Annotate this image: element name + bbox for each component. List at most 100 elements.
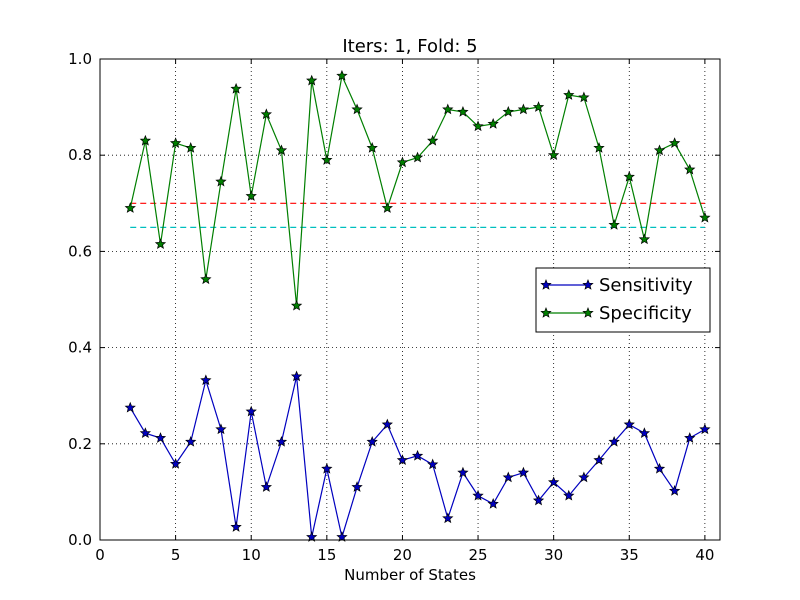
sensitivity-point <box>200 374 212 386</box>
sensitivity-point <box>321 462 333 474</box>
sensitivity-point <box>502 471 514 483</box>
specificity-point <box>699 211 711 223</box>
specificity-point <box>245 190 257 201</box>
specificity-point <box>139 134 152 146</box>
sensitivity-point <box>668 485 681 496</box>
specificity-point <box>230 82 242 94</box>
series-layer <box>124 69 711 542</box>
specificity-point <box>124 202 136 213</box>
specificity-point <box>623 170 635 182</box>
sensitivity-point <box>124 401 136 413</box>
x-axis-label: Number of States <box>344 566 476 584</box>
specificity-point <box>532 101 545 112</box>
x-tick-label: 10 <box>242 546 261 564</box>
sensitivity-point <box>653 462 666 474</box>
x-tick-label: 0 <box>95 546 105 564</box>
x-tick-label: 30 <box>544 546 563 564</box>
x-tick-label: 20 <box>393 546 412 564</box>
sensitivity-point <box>154 432 167 443</box>
specificity-point <box>442 103 454 115</box>
legend-box <box>535 267 711 333</box>
sensitivity-point <box>290 370 303 382</box>
sensitivity-point <box>487 497 499 509</box>
x-tick-label: 35 <box>620 546 639 564</box>
specificity-point <box>563 89 575 100</box>
specificity-point <box>321 154 333 165</box>
specificity-point <box>290 299 303 311</box>
specificity-point <box>366 142 378 153</box>
axis-ticks: 0 5 10 15 20 25 30 35 40 0.0 0.2 0.4 0.6 0.8 1.0 <box>68 50 720 564</box>
sensitivity-point <box>411 449 424 461</box>
sensitivity-point <box>608 435 620 447</box>
specificity-point <box>608 218 620 230</box>
sensitivity-point <box>169 458 182 469</box>
specificity-point <box>638 233 651 245</box>
legend-marker-sensitivity <box>582 279 594 290</box>
sensitivity-point <box>517 466 530 478</box>
y-tick-label: 0.6 <box>68 242 92 260</box>
specificity-point <box>381 202 393 213</box>
x-tick-label: 15 <box>317 546 336 564</box>
series-sensitivity <box>124 370 711 542</box>
specificity-point <box>548 149 560 161</box>
specificity-point <box>169 137 182 148</box>
y-tick-label: 0.2 <box>68 435 92 453</box>
legend-marker-specificity <box>540 307 552 318</box>
specificity-point <box>306 74 318 86</box>
specificity-point <box>396 156 409 168</box>
sensitivity-point <box>185 435 197 447</box>
x-tick-label: 25 <box>469 546 488 564</box>
specificity-point <box>684 163 696 175</box>
y-tick-label: 0.4 <box>68 339 92 357</box>
specificity-point <box>215 175 227 187</box>
specificity-point <box>275 144 288 156</box>
specificity-point <box>487 117 499 129</box>
series-specificity <box>124 69 711 311</box>
sensitivity-point <box>563 489 575 501</box>
specificity-point <box>517 103 530 115</box>
sensitivity-point <box>472 489 484 501</box>
sensitivity-point <box>457 466 469 478</box>
sensitivity-point <box>381 418 393 430</box>
sensitivity-point <box>427 458 439 470</box>
specificity-point <box>260 108 272 120</box>
specificity-point <box>472 120 484 132</box>
sensitivity-point <box>306 531 318 542</box>
sensitivity-point <box>245 405 257 417</box>
specificity-point <box>185 142 197 153</box>
y-tick-label: 1.0 <box>68 50 92 68</box>
specificity-point <box>593 142 605 153</box>
sensitivity-point <box>623 418 635 430</box>
sensitivity-point <box>699 423 711 435</box>
legend-marker-sensitivity <box>540 279 552 290</box>
specificity-point <box>154 238 167 249</box>
specificity-point <box>578 91 590 103</box>
y-tick-label: 0.8 <box>68 146 92 164</box>
sensitivity-point <box>442 512 454 524</box>
reference-lines <box>130 202 705 228</box>
sensitivity-point <box>548 476 560 488</box>
legend-label-sensitivity: Sensitivity <box>599 275 693 296</box>
specificity-point <box>668 137 681 148</box>
sensitivity-point <box>684 432 696 443</box>
sensitivity-point <box>215 423 227 435</box>
specificity-point <box>351 103 363 115</box>
sensitivity-point <box>578 471 590 483</box>
sensitivity-point <box>638 427 651 439</box>
sensitivity-point <box>139 427 152 439</box>
sensitivity-point <box>593 454 605 465</box>
x-tick-label: 40 <box>695 546 714 564</box>
specificity-point <box>457 105 469 117</box>
sensitivity-point <box>230 521 242 532</box>
y-tick-label: 0.0 <box>68 531 92 549</box>
sensitivity-point <box>260 481 272 492</box>
sensitivity-point <box>275 435 288 447</box>
x-tick-label: 5 <box>171 546 181 564</box>
specificity-point <box>336 69 348 81</box>
sensitivity-point <box>351 481 363 492</box>
sensitivity-point <box>532 494 545 506</box>
sensitivity-point <box>366 435 378 447</box>
specificity-point <box>502 105 514 117</box>
plot-frame <box>99 58 721 541</box>
